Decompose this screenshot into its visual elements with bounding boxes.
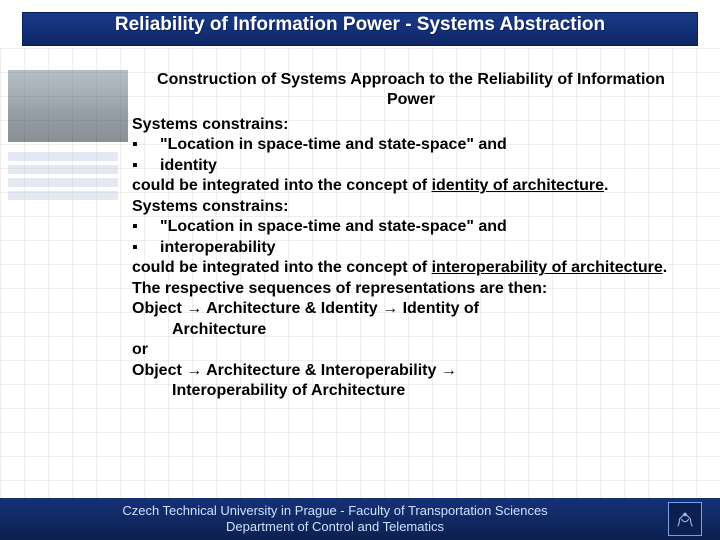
arrow-icon: → [382,300,398,317]
footer-text: Czech Technical University in Prague - F… [0,503,720,536]
block1-tail: could be integrated into the concept of … [132,176,690,196]
seq2-cont: Interoperability of Architecture [132,381,690,401]
slide-title: Reliability of Information Power - Syste… [0,14,720,36]
arrow-icon: → [186,300,202,317]
bullet-item: ▪ interoperability [132,238,690,258]
arrow-icon: → [441,362,457,379]
bullet-item: ▪ "Location in space-time and state-spac… [132,135,690,155]
bullet-icon: ▪ [132,217,160,237]
block1-lead: Systems constrains: [132,115,690,135]
seq2: Object → Architecture & Interoperability… [132,361,690,381]
arrow-icon: → [186,362,202,379]
seq-or: or [132,340,690,360]
seq-intro: The respective sequences of representati… [132,279,690,299]
university-logo-icon [668,502,702,536]
block2-tail: could be integrated into the concept of … [132,258,690,278]
slide: Reliability of Information Power - Syste… [0,0,720,540]
bullet-icon: ▪ [132,156,160,176]
bullet-icon: ▪ [132,238,160,258]
body-content: Construction of Systems Approach to the … [132,70,690,402]
bullet-text: "Location in space-time and state-space"… [160,135,507,155]
bullet-item: ▪ "Location in space-time and state-spac… [132,217,690,237]
decorative-photo [8,70,128,142]
bullet-text: identity [160,156,217,176]
slide-subtitle: Construction of Systems Approach to the … [132,70,690,111]
bullet-item: ▪ identity [132,156,690,176]
bullet-text: interoperability [160,238,276,258]
seq1-cont: Architecture [132,320,690,340]
seq1: Object → Architecture & Identity → Ident… [132,299,690,319]
footer-bar: Czech Technical University in Prague - F… [0,498,720,540]
decorative-bars [8,152,118,204]
bullet-text: "Location in space-time and state-space"… [160,217,507,237]
bullet-icon: ▪ [132,135,160,155]
block2-lead: Systems constrains: [132,197,690,217]
